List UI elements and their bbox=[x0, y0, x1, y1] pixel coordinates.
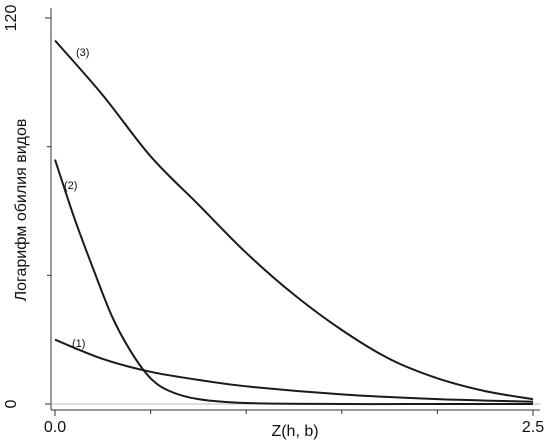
series-line bbox=[54, 159, 533, 406]
series-label: (2) bbox=[64, 180, 77, 192]
x-tick-label: 0.0 bbox=[44, 419, 66, 436]
x-axis-label: Z(h, b) bbox=[271, 423, 318, 440]
series-label: (1) bbox=[72, 338, 85, 350]
y-tick-label: 0 bbox=[3, 399, 20, 408]
series-line bbox=[54, 338, 534, 403]
series-line bbox=[54, 39, 534, 401]
x-tick-label: 2.5 bbox=[522, 419, 544, 436]
y-axis-label: Логарифм обилия видов bbox=[13, 119, 30, 302]
series-label: (3) bbox=[76, 47, 89, 59]
y-tick-label: 120 bbox=[3, 5, 20, 32]
